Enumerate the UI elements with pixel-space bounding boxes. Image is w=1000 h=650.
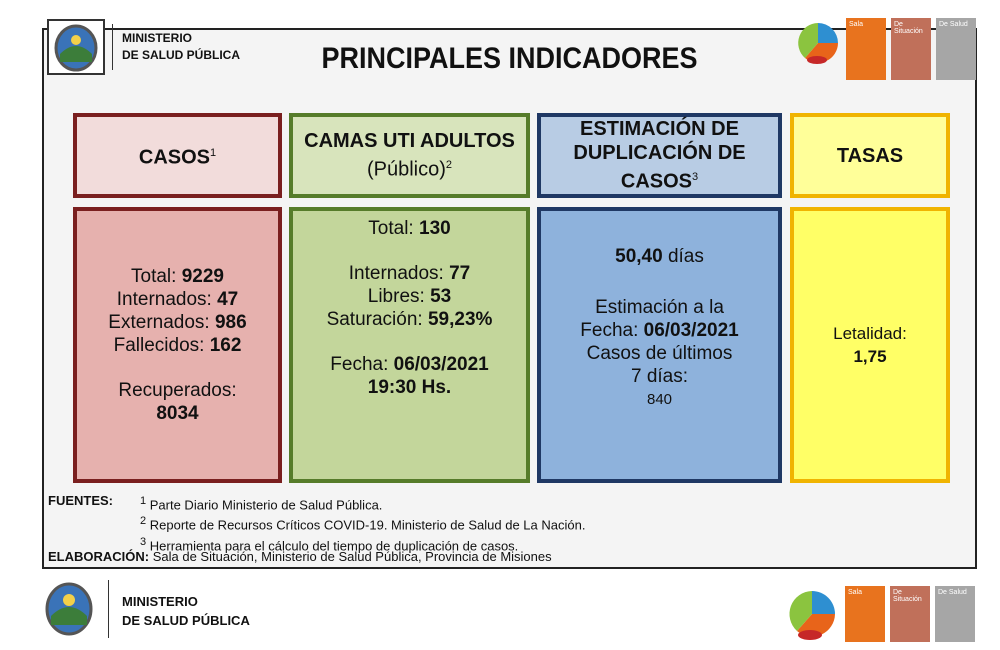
footnote-ref: 2 bbox=[140, 515, 147, 528]
sources: 1 Parte Diario Ministerio de Salud Públi… bbox=[140, 493, 585, 554]
label: Fecha: bbox=[580, 320, 639, 341]
label: Total: bbox=[368, 218, 414, 239]
label: 840 bbox=[646, 391, 673, 408]
value: 8034 bbox=[156, 403, 199, 424]
value: 77 bbox=[449, 263, 471, 284]
row: Libres: 53 bbox=[368, 285, 451, 308]
logo-tab: De Salud bbox=[936, 18, 976, 80]
source-text: Parte Diario Ministerio de Salud Pública… bbox=[149, 497, 383, 513]
footnote-ref: 3 bbox=[692, 171, 699, 184]
footnote-ref: 1 bbox=[210, 147, 217, 160]
label: Fallecidos: bbox=[113, 335, 205, 356]
value: 50,40 bbox=[615, 246, 663, 267]
ministry-line: DE SALUD PÚBLICA bbox=[122, 613, 250, 628]
value: 06/03/2021 bbox=[393, 354, 489, 375]
card-body: Total: 9229 Internados: 47 Externados: 9… bbox=[73, 207, 282, 483]
header-line: (Público)2 bbox=[367, 153, 452, 182]
card-header: TASAS bbox=[790, 113, 950, 198]
source-text: Herramienta para el cálculo del tiempo d… bbox=[149, 537, 519, 553]
label: Estimación a la bbox=[595, 297, 724, 318]
label: Libres: bbox=[367, 286, 425, 307]
card-header: ESTIMACIÓN DE DUPLICACIÓN DE CASOS3 bbox=[537, 113, 782, 198]
card-body: Total: 130 Internados: 77 Libres: 53 Sat… bbox=[289, 207, 530, 483]
value: 06/03/2021 bbox=[643, 320, 739, 341]
row: Total: 130 bbox=[368, 217, 450, 240]
subheader: (Público) bbox=[366, 158, 446, 181]
value: 1,75 bbox=[853, 347, 887, 366]
label: Externados: bbox=[108, 312, 210, 333]
logo-tab: De Situación bbox=[890, 586, 930, 642]
header-text: CASOS bbox=[138, 146, 210, 169]
label: Casos de últimos bbox=[586, 343, 733, 364]
elaboration-text: Sala de Situación, Ministerio de Salud P… bbox=[152, 549, 552, 564]
label: 7 días: bbox=[630, 366, 689, 387]
source-text: Reporte de Recursos Críticos COVID-19. M… bbox=[149, 517, 586, 533]
divider bbox=[108, 580, 109, 638]
row: Externados: 986 bbox=[108, 311, 246, 334]
value: 9229 bbox=[181, 266, 224, 287]
value: 19:30 Hs. bbox=[367, 377, 452, 398]
header-line: ESTIMACIÓN DE DUPLICACIÓN DE CASOS3 bbox=[560, 117, 760, 194]
ministry: MINISTERIO DE SALUD PÚBLICA bbox=[122, 592, 250, 630]
header-text: TASAS bbox=[836, 144, 904, 167]
header-line: CASOS1 bbox=[139, 141, 216, 170]
value: 53 bbox=[430, 286, 452, 307]
row: Fecha: 06/03/2021 bbox=[580, 319, 738, 342]
seal bbox=[47, 19, 105, 75]
row: Fallecidos: 162 bbox=[114, 334, 242, 357]
row: 50,40 días bbox=[615, 245, 704, 268]
seal bbox=[45, 582, 93, 636]
value: 59,23% bbox=[427, 309, 493, 330]
sources-label: FUENTES: bbox=[48, 493, 113, 508]
row: Fecha: 06/03/2021 bbox=[330, 353, 488, 376]
logo-tab: Sala bbox=[846, 18, 886, 80]
logo-tabs: Sala De Situación De Salud bbox=[846, 18, 976, 80]
header-text: ESTIMACIÓN DE DUPLICACIÓN DE CASOS bbox=[573, 118, 746, 193]
elaboration-label: ELABORACIÓN: bbox=[48, 549, 150, 564]
label: Total: bbox=[131, 266, 177, 287]
row: Total: 9229 bbox=[131, 265, 224, 288]
source: 1 Parte Diario Ministerio de Salud Públi… bbox=[140, 493, 585, 513]
divider bbox=[112, 24, 113, 70]
card-header: CASOS1 bbox=[73, 113, 282, 198]
value: 47 bbox=[217, 289, 239, 310]
logo-tab: De Salud bbox=[935, 586, 975, 642]
row: Internados: 47 bbox=[117, 288, 239, 311]
card-body: 50,40 días Estimación a la Fecha: 06/03/… bbox=[537, 207, 782, 483]
logo-tabs: Sala De Situación De Salud bbox=[845, 586, 975, 642]
value: 130 bbox=[419, 218, 451, 239]
unit: días bbox=[667, 246, 704, 267]
logo-tab: De Situación bbox=[891, 18, 931, 80]
logo-tab: Sala bbox=[845, 586, 885, 642]
label: Recuperados: bbox=[118, 380, 237, 401]
card-header: CAMAS UTI ADULTOS (Público)2 bbox=[289, 113, 530, 198]
card-body: Letalidad: 1,75 bbox=[790, 207, 950, 483]
page-title: PRINCIPALES INDICADORES bbox=[321, 42, 698, 75]
value: 162 bbox=[209, 335, 242, 356]
footnote-ref: 3 bbox=[140, 535, 147, 548]
row: Saturación: 59,23% bbox=[327, 308, 493, 331]
ministry-line: DE SALUD PÚBLICA bbox=[122, 48, 241, 62]
label: Internados: bbox=[116, 289, 212, 310]
pie-logo bbox=[789, 591, 835, 640]
label: Letalidad: bbox=[833, 324, 907, 343]
source: 3 Herramienta para el cálculo del tiempo… bbox=[140, 534, 585, 554]
footnote-ref: 1 bbox=[140, 495, 147, 507]
ministry-line: MINISTERIO bbox=[122, 594, 198, 609]
row: Internados: 77 bbox=[349, 262, 471, 285]
pie-logo bbox=[798, 23, 838, 64]
ministry-line: MINISTERIO bbox=[122, 31, 193, 45]
footnote-ref: 2 bbox=[445, 159, 453, 172]
header-text: CAMAS UTI ADULTOS bbox=[304, 130, 515, 153]
value: 986 bbox=[214, 312, 247, 333]
label: Saturación: bbox=[326, 309, 423, 330]
label: Fecha: bbox=[330, 354, 389, 375]
ministry: MINISTERIO DE SALUD PÚBLICA bbox=[122, 30, 240, 64]
label: Internados: bbox=[348, 263, 444, 284]
source: 2 Reporte de Recursos Críticos COVID-19.… bbox=[140, 513, 585, 533]
elaboration: ELABORACIÓN: Sala de Situación, Minister… bbox=[48, 549, 552, 565]
